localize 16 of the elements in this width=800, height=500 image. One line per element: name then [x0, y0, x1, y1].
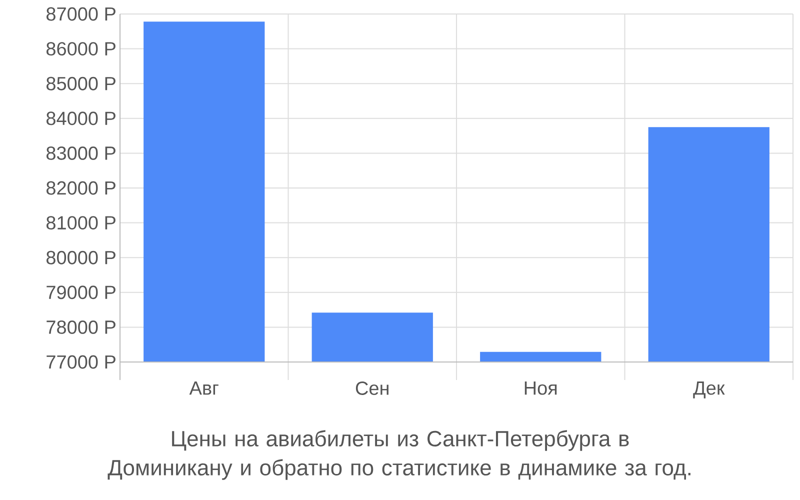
x-tick-label: Сен — [356, 382, 388, 395]
x-tick-label: Ноя — [524, 382, 557, 395]
y-tick-label: 84000 Р — [46, 112, 116, 126]
y-tick-label: 82000 Р — [46, 181, 116, 195]
y-tick-label: 83000 Р — [46, 146, 116, 160]
x-tick-label: Авг — [189, 382, 218, 395]
y-tick-label: 78000 Р — [46, 320, 116, 334]
y-tick-label: 80000 Р — [46, 250, 116, 264]
y-tick-label: 87000 Р — [46, 7, 116, 21]
y-tick-label: 77000 Р — [46, 355, 116, 369]
text: Цены на авиабилеты из Санкт-Петербурга в Доминикану и обратно по статистике в динамике за год. — [108, 430, 690, 480]
y-tick-label: 81000 Р — [46, 216, 116, 230]
y-tick-label: 85000 Р — [46, 76, 116, 90]
y-tick-label: 79000 Р — [46, 286, 116, 300]
y-tick-label: 86000 Р — [46, 42, 116, 56]
x-tick-label: Дек — [693, 382, 725, 398]
